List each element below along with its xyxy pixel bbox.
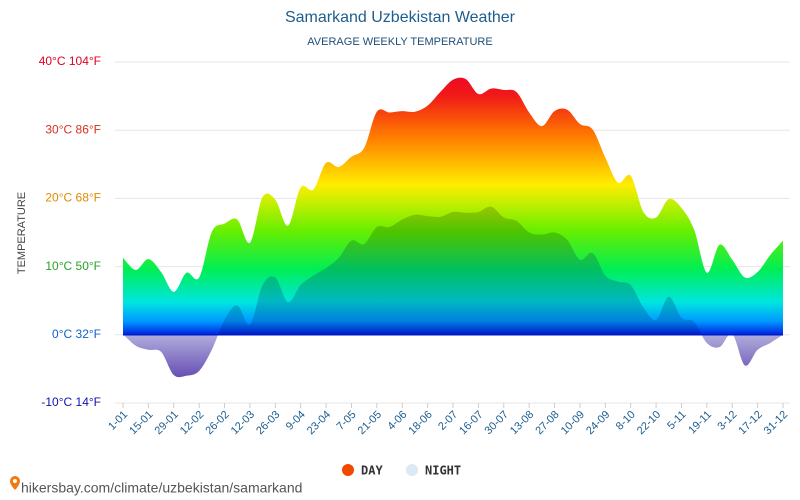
y-tick-label: 20°C 68°F (45, 191, 101, 205)
x-tick-label: 18-06 (406, 409, 434, 437)
x-tick-label: 10-09 (559, 409, 587, 437)
y-tick-label: 30°C 86°F (45, 122, 101, 136)
x-tick-label: 12-03 (229, 409, 257, 437)
x-tick-label: 17-12 (736, 409, 764, 437)
footer: hikersbay.com/climate/uzbekistan/samarka… (10, 476, 302, 496)
source: hikersbay.com/climate/uzbekistan/samarka… (21, 480, 302, 496)
legend-label: DAY (361, 464, 383, 478)
x-tick-label: 21-05 (356, 409, 384, 437)
x-tick-label: 12-02 (178, 409, 206, 437)
x-tick-label: 22-10 (635, 409, 663, 437)
x-tick-label: 29-01 (153, 409, 181, 437)
chart-subtitle: AVERAGE WEEKLY TEMPERATURE (307, 36, 492, 48)
y-tick-label: -10°C 14°F (41, 395, 101, 409)
y-tick-label: 0°C 32°F (52, 327, 101, 341)
legend-label: NIGHT (425, 464, 461, 478)
x-tick-label: 19-11 (686, 409, 714, 437)
x-tick-label: 13-08 (508, 409, 536, 437)
y-tick-label: 10°C 50°F (45, 259, 101, 273)
x-tick-label: 16-07 (457, 409, 485, 437)
x-tick-label: 30-07 (483, 409, 511, 437)
x-tick-label: 23-04 (305, 409, 333, 437)
legend-swatch (406, 464, 418, 476)
chart-title: Samarkand Uzbekistan Weather (285, 9, 516, 26)
pin-dot (13, 479, 17, 483)
area-0 (123, 77, 783, 335)
y-tick-label: 40°C 104°F (39, 54, 101, 68)
x-tick-label: 5-11 (665, 409, 688, 432)
legend: DAY NIGHT (342, 464, 461, 478)
x-tick-label: 26-02 (203, 409, 231, 437)
x-tick-label: 15-01 (127, 409, 155, 437)
legend-swatch (342, 464, 354, 476)
x-tick-label: 24-09 (584, 409, 612, 437)
x-tick-label: 26-03 (254, 409, 282, 437)
x-tick-label: 31-12 (762, 409, 790, 437)
x-tick-label: 27-08 (533, 409, 561, 437)
y-axis-label: TEMPERATURE (16, 192, 28, 274)
